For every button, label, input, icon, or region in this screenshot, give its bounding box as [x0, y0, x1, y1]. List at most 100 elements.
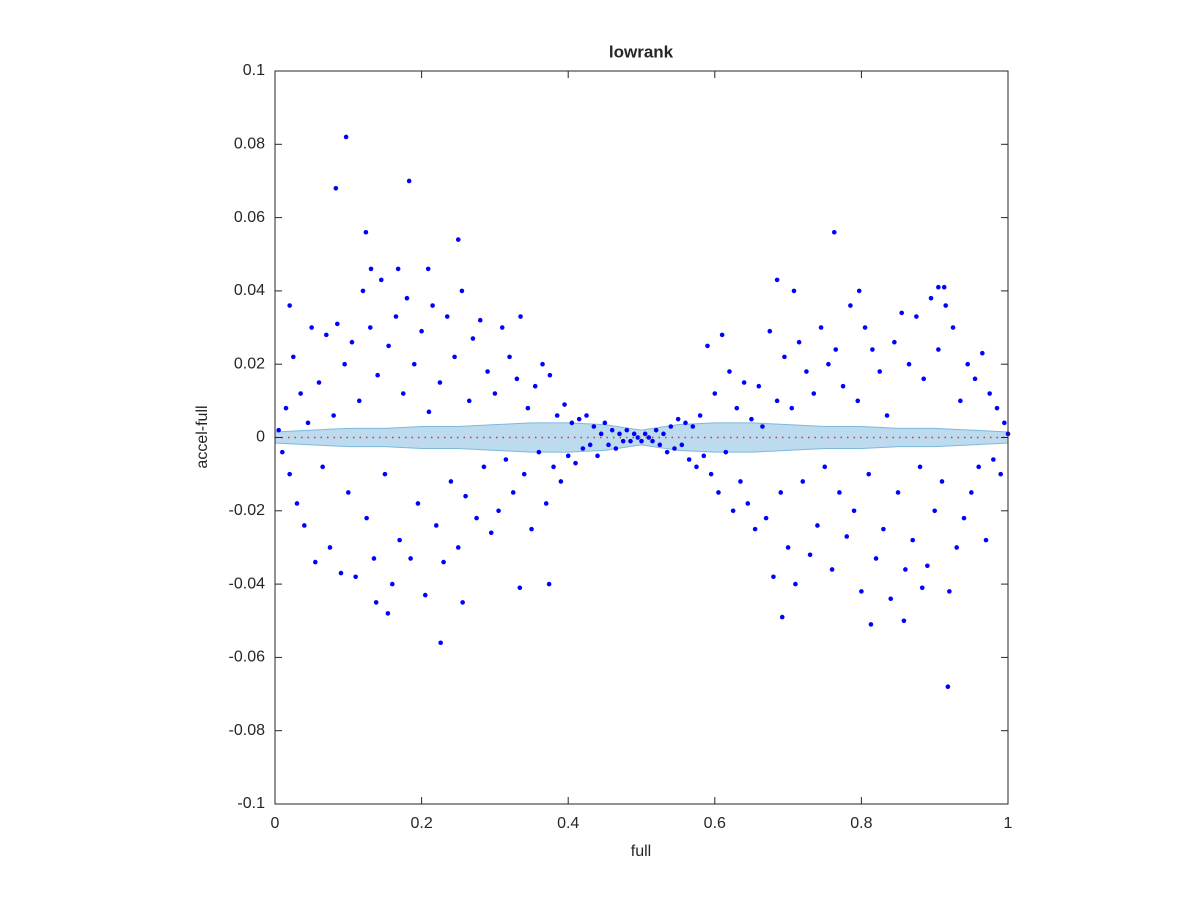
scatter-point: [976, 464, 981, 470]
scatter-point: [756, 383, 762, 389]
scatter-point: [690, 424, 696, 429]
scatter-point: [650, 438, 655, 444]
scatter-point: [499, 325, 505, 330]
scatter-point: [460, 600, 465, 605]
scatter-point: [941, 284, 947, 290]
scatter-point: [800, 479, 806, 484]
scatter-point: [738, 479, 743, 484]
y-tick-label: 0.1: [243, 62, 265, 79]
scatter-point: [474, 515, 479, 521]
scatter-point: [657, 442, 663, 448]
scatter-point: [287, 471, 292, 477]
scatter-point: [672, 446, 677, 451]
scatter-point: [701, 453, 707, 459]
scatter-point: [587, 442, 593, 448]
scatter-point: [441, 559, 446, 565]
scatter-point: [598, 431, 604, 437]
scatter-point: [562, 402, 567, 407]
scatter-point: [406, 178, 412, 184]
scatter-point: [884, 413, 890, 418]
y-tick-label: -0.08: [229, 722, 266, 739]
scatter-point: [741, 380, 747, 385]
scatter-point: [360, 288, 366, 294]
scatter-point: [287, 303, 292, 308]
scatter-point: [833, 347, 839, 352]
scatter-point: [342, 361, 347, 367]
scatter-point: [565, 453, 571, 459]
scatter-point: [419, 328, 424, 334]
scatter-point: [386, 343, 391, 349]
scatter-point: [291, 354, 296, 360]
scatter-point: [425, 266, 431, 272]
scatter-point: [437, 380, 443, 385]
scatter-point: [760, 424, 765, 429]
y-tick-label: 0.06: [234, 209, 265, 226]
x-tick-label: 0.4: [557, 815, 579, 832]
scatter-point: [507, 354, 512, 360]
scatter-point: [877, 369, 883, 374]
scatter-point: [829, 567, 835, 572]
scatter-point: [873, 556, 879, 561]
scatter-point: [569, 420, 575, 426]
scatter-point: [831, 229, 837, 235]
scatter-point: [639, 438, 644, 444]
scatter-point: [646, 435, 652, 440]
x-tick-label: 1: [1004, 815, 1013, 832]
scatter-point: [591, 424, 597, 429]
scatter-point: [807, 552, 813, 558]
scatter-point: [763, 515, 769, 521]
scatter-point: [716, 490, 721, 495]
scatter-point: [796, 339, 802, 345]
scatter-point: [856, 288, 862, 294]
scatter-point: [712, 391, 718, 396]
scatter-point: [708, 471, 714, 477]
scatter-point: [371, 556, 377, 561]
scatter-point: [554, 413, 560, 418]
scatter-point: [859, 589, 864, 594]
scatter-point: [719, 332, 725, 338]
scatter-point: [316, 380, 322, 385]
scatter-point: [888, 596, 894, 602]
scatter-point: [536, 449, 542, 455]
scatter-point: [356, 398, 362, 404]
scatter-point: [694, 464, 699, 470]
scatter-point: [477, 317, 483, 323]
scatter-point: [866, 471, 872, 477]
scatter-point: [496, 508, 501, 514]
scatter-point: [983, 537, 989, 543]
scatter-point: [411, 361, 417, 367]
scatter-point: [936, 284, 941, 290]
scatter-point: [510, 490, 516, 495]
scatter-point: [517, 585, 523, 591]
scatter-point: [679, 442, 685, 448]
scatter-point: [606, 442, 611, 448]
scatter-point: [826, 361, 831, 367]
scatter-point: [631, 431, 637, 437]
scatter-point: [584, 413, 589, 418]
scatter-point: [635, 435, 641, 440]
scatter-point: [551, 464, 556, 470]
scatter-point: [749, 416, 754, 422]
scatter-point: [298, 391, 303, 396]
scatter-point: [276, 427, 281, 433]
scatter-point: [837, 490, 842, 495]
scatter-point: [576, 416, 582, 422]
scatter-point: [514, 376, 520, 382]
scatter-point: [1002, 420, 1007, 426]
scatter-point: [324, 332, 329, 338]
scatter-point: [991, 457, 996, 462]
scatter-point: [595, 453, 600, 459]
scatter-point: [793, 581, 798, 587]
scatter-point: [389, 581, 395, 587]
scatter-point: [302, 523, 307, 528]
scatter-point: [939, 479, 945, 484]
y-tick-label: -0.04: [229, 575, 266, 592]
scatter-point: [686, 457, 692, 462]
scatter-point: [870, 347, 875, 352]
scatter-point: [892, 339, 897, 345]
scatter-point: [697, 413, 703, 418]
scatter-point: [771, 574, 776, 580]
scatter-point: [455, 237, 461, 242]
y-tick-label: -0.02: [229, 502, 266, 519]
scatter-point: [811, 391, 817, 396]
